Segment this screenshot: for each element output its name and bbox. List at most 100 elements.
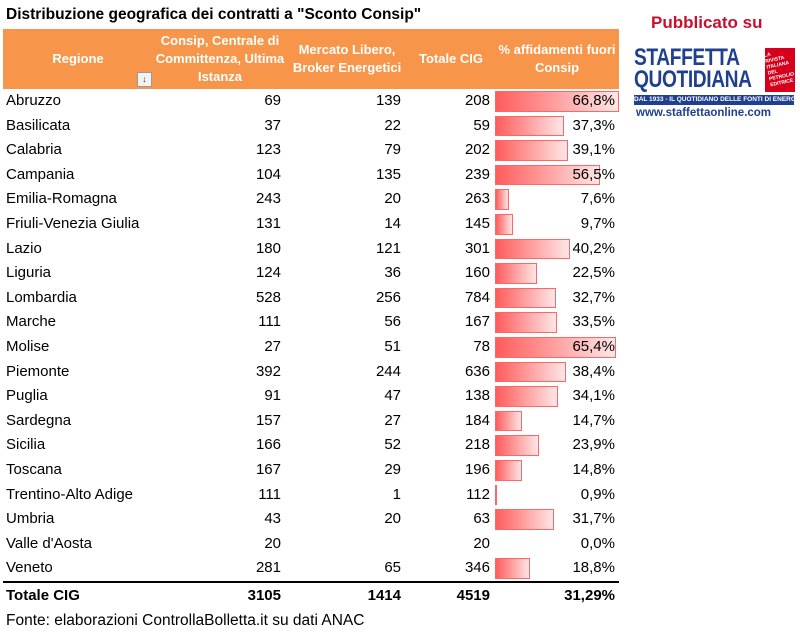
data-bar	[495, 509, 554, 530]
cell-percentuale: 18,8%	[572, 559, 615, 577]
table-row: Umbria 43 20 63 31,7%	[3, 507, 619, 532]
total-totale: 4519	[456, 586, 490, 604]
cell-mercato: 1	[392, 485, 401, 503]
cell-consip: 104	[255, 165, 281, 183]
cell-percentuale: 65,4%	[572, 337, 615, 355]
cell-regione: Umbria	[6, 510, 55, 528]
data-bar	[495, 287, 556, 309]
cell-regione: Valle d'Aosta	[6, 534, 92, 552]
cell-mercato	[287, 532, 401, 557]
table-row: Valle d'Aosta 20 20 0,0%	[3, 532, 619, 557]
cell-regione: Liguria	[6, 264, 52, 282]
table-row: Toscana 167 29 196 14,8%	[3, 458, 619, 483]
data-bar	[495, 189, 509, 210]
cell-percentuale: 39,1%	[572, 141, 615, 159]
table-row: Sicilia 166 52 218 23,9%	[3, 433, 619, 458]
cell-consip: 20	[264, 534, 281, 552]
cell-consip: 157	[255, 411, 281, 429]
cell-mercato: 29	[384, 460, 401, 478]
data-bar	[495, 558, 530, 579]
cell-totale: 160	[464, 264, 490, 282]
cell-percentuale: 37,3%	[572, 116, 615, 134]
cell-mercato: 135	[375, 165, 401, 183]
data-bar	[495, 263, 537, 284]
data-bar	[495, 115, 564, 137]
table-row: Abruzzo 69 139 208 66,8%	[3, 89, 619, 114]
cell-consip: 167	[255, 460, 281, 478]
staffetta-quotidiana-logo: STAFFETTA QUOTIDIANA LA RIVISTA ITALIANA…	[632, 44, 796, 124]
cell-percentuale: 0,9%	[580, 485, 615, 503]
cell-mercato: 56	[384, 313, 401, 331]
cell-totale: 202	[464, 141, 490, 159]
cell-mercato: 65	[384, 559, 401, 577]
total-label: Totale CIG	[6, 586, 80, 604]
cell-totale: 20	[473, 534, 490, 552]
cell-consip: 111	[258, 313, 281, 331]
source-note: Fonte: elaborazioni ControllaBolletta.it…	[6, 612, 365, 629]
cell-consip: 243	[255, 190, 281, 208]
data-bar	[495, 336, 616, 358]
logo-tagline: DAL 1933 - IL QUOTIDIANO DELLE FONTI DI …	[634, 95, 794, 105]
table-row: Friuli-Venezia Giulia 131 14 145 9,7%	[3, 212, 619, 237]
table-row: Piemonte 392 244 636 38,4%	[3, 360, 619, 385]
table-row: Lombardia 528 256 784 32,7%	[3, 286, 619, 311]
cell-totale: 301	[464, 239, 490, 257]
cell-totale: 63	[473, 510, 490, 528]
cell-percentuale: 32,7%	[572, 288, 615, 306]
cell-mercato: 51	[384, 337, 401, 355]
cell-regione: Campania	[6, 165, 75, 183]
total-consip: 3105	[247, 586, 281, 604]
table-row: Marche 111 56 167 33,5%	[3, 310, 619, 335]
published-on-label: Pubblicato su	[651, 13, 763, 32]
cell-percentuale: 31,7%	[572, 510, 615, 528]
table-row: Veneto 281 65 346 18,8%	[3, 556, 619, 581]
cell-percentuale: 66,8%	[572, 92, 615, 109]
cell-percentuale: 14,7%	[572, 411, 615, 429]
cell-mercato: 256	[375, 288, 401, 306]
total-percentuale: 31,29%	[564, 586, 615, 604]
cell-regione: Lombardia	[6, 288, 77, 306]
cell-regione: Sardegna	[6, 411, 72, 429]
cell-regione: Toscana	[6, 460, 62, 478]
header-percentuale: % affidamenti fuori Consip	[498, 42, 616, 75]
cell-percentuale: 38,4%	[572, 362, 615, 380]
cell-totale: 263	[464, 190, 490, 208]
table-row: Calabria 123 79 202 39,1%	[3, 138, 619, 163]
cell-percentuale: 14,8%	[572, 460, 615, 478]
cell-regione: Veneto	[6, 559, 53, 577]
data-bar	[495, 484, 497, 506]
cell-totale: 112	[466, 485, 490, 503]
table-row: Campania 104 135 239 56,5%	[3, 163, 619, 188]
data-table: Regione ↓ Consip, Centrale di Committenz…	[3, 29, 619, 610]
cell-mercato: 36	[384, 264, 401, 282]
table-row: Emilia-Romagna 243 20 263 7,6%	[3, 187, 619, 212]
cell-totale: 167	[464, 313, 490, 331]
cell-consip: 281	[255, 559, 281, 577]
logo-badge-text: LA RIVISTA ITALIANA DEL PETROLIO EDITRIC…	[763, 51, 795, 89]
cell-mercato: 121	[375, 239, 401, 257]
cell-totale: 218	[464, 436, 490, 454]
cell-mercato: 14	[384, 214, 401, 232]
data-bar	[495, 91, 619, 112]
total-row: Totale CIG 3105 1414 4519 31,29%	[3, 580, 619, 610]
filter-dropdown-icon[interactable]: ↓	[137, 72, 152, 87]
data-bar	[495, 459, 522, 481]
logo-line-1: STAFFETTA	[634, 44, 740, 71]
cell-regione: Calabria	[6, 141, 62, 159]
cell-percentuale: 40,2%	[572, 239, 615, 257]
cell-consip: 43	[264, 510, 281, 528]
logo-badge: LA RIVISTA ITALIANA DEL PETROLIO EDITRIC…	[763, 48, 795, 92]
cell-consip: 91	[264, 387, 281, 405]
header-totale-cig: Totale CIG	[418, 51, 484, 66]
cell-percentuale: 22,5%	[572, 264, 615, 282]
cell-regione: Lazio	[6, 239, 42, 257]
cell-mercato: 27	[384, 411, 401, 429]
cell-consip: 123	[255, 141, 281, 159]
cell-mercato: 79	[384, 141, 401, 159]
chart-title: Distribuzione geografica dei contratti a…	[6, 6, 422, 23]
data-bar	[495, 164, 600, 186]
cell-mercato: 22	[384, 116, 401, 134]
cell-percentuale: 23,9%	[572, 436, 615, 454]
cell-consip: 69	[264, 92, 281, 109]
cell-regione: Piemonte	[6, 362, 70, 380]
